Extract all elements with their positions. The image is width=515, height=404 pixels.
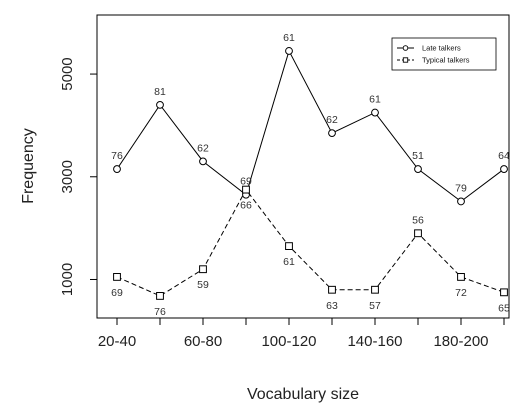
data-point-typical-talkers-140-160 [371, 285, 379, 294]
data-label-typical-talkers-100-120: 61 [283, 256, 295, 268]
data-label-typical-talkers-80-100: 66 [240, 200, 252, 212]
x-tick-label-20-40: 20-40 [98, 333, 136, 350]
data-point-typical-talkers-40-60 [156, 292, 164, 300]
data-point-late-talkers-20-40 [113, 165, 121, 173]
y-tick-label-3000: 3000 [59, 160, 76, 193]
data-point-typical-talkers-120-140 [328, 285, 336, 294]
x-axis-title: Vocabulary size [247, 386, 359, 403]
data-label-typical-talkers-20-40: 69 [111, 287, 123, 299]
data-point-late-talkers-140-160 [371, 108, 379, 117]
series-typical-talkers: 69 76 59 66 61 63 57 56 72 65 [111, 185, 510, 318]
x-tick-label-60-80: 60-80 [184, 333, 222, 350]
data-point-typical-talkers-60-80 [199, 265, 207, 274]
legend-marker-late-talkers [402, 45, 409, 51]
data-label-typical-talkers-120-140: 63 [326, 300, 338, 312]
data-point-late-talkers-180-200 [457, 197, 465, 206]
x-tick-label-100-120: 100-120 [261, 333, 316, 350]
data-label-typical-talkers-60-80: 59 [197, 279, 209, 291]
y-tick-label-5000: 5000 [59, 57, 76, 90]
data-label-typical-talkers-140-160: 57 [369, 300, 381, 312]
data-label-late-talkers-200-220: 64 [498, 150, 510, 162]
data-label-typical-talkers-200-220: 65 [498, 302, 510, 314]
x-tick-label-140-160: 140-160 [347, 333, 402, 350]
data-point-typical-talkers-20-40 [113, 273, 121, 281]
data-point-late-talkers-60-80 [199, 157, 207, 166]
data-label-late-talkers-100-120: 61 [283, 32, 295, 44]
data-label-late-talkers-60-80: 62 [197, 142, 209, 154]
series-line-late-talkers [116, 49, 505, 203]
x-tick-label-180-200: 180-200 [433, 333, 488, 350]
data-point-typical-talkers-80-100 [242, 185, 250, 194]
data-point-late-talkers-200-220 [500, 165, 508, 173]
legend-label-typical-talkers: Typical talkers [422, 56, 470, 65]
y-axis: 1000 3000 5000 [59, 57, 98, 296]
data-point-late-talkers-120-140 [328, 129, 336, 138]
data-point-typical-talkers-200-220 [500, 288, 508, 297]
data-label-late-talkers-80-100: 69 [240, 176, 252, 188]
data-point-late-talkers-40-60 [156, 100, 164, 109]
series-layer: 76 81 62 69 61 62 61 51 79 64 69 76 59 66 61 63 57 56 72 65 [111, 32, 510, 318]
legend-box [391, 37, 497, 71]
data-label-typical-talkers-160-180: 56 [412, 214, 424, 226]
y-tick-label-1000: 1000 [59, 263, 76, 296]
series-line-typical-talkers [116, 188, 505, 297]
data-label-typical-talkers-180-200: 72 [455, 287, 467, 299]
data-point-late-talkers-100-120 [285, 47, 293, 55]
x-axis: 20-40 60-80 100-120 140-160 180-200 [98, 317, 505, 350]
data-point-typical-talkers-160-180 [414, 229, 422, 238]
data-label-late-talkers-40-60: 81 [154, 86, 166, 98]
legend-marker-typical-talkers [402, 57, 409, 63]
data-label-late-talkers-180-200: 79 [455, 182, 467, 194]
legend: Late talkers Typical talkers [391, 37, 497, 71]
series-late-talkers: 76 81 62 69 61 62 61 51 79 64 [111, 32, 510, 206]
data-label-typical-talkers-40-60: 76 [154, 306, 166, 318]
data-label-late-talkers-140-160: 61 [369, 94, 381, 106]
legend-label-late-talkers: Late talkers [422, 44, 461, 53]
data-point-typical-talkers-100-120 [285, 242, 293, 251]
data-label-late-talkers-120-140: 62 [326, 114, 338, 126]
y-axis-title: Frequency [20, 128, 37, 204]
data-point-late-talkers-160-180 [414, 165, 422, 173]
data-label-late-talkers-20-40: 76 [111, 150, 123, 162]
data-label-late-talkers-160-180: 51 [412, 150, 424, 162]
data-point-typical-talkers-180-200 [457, 273, 465, 281]
